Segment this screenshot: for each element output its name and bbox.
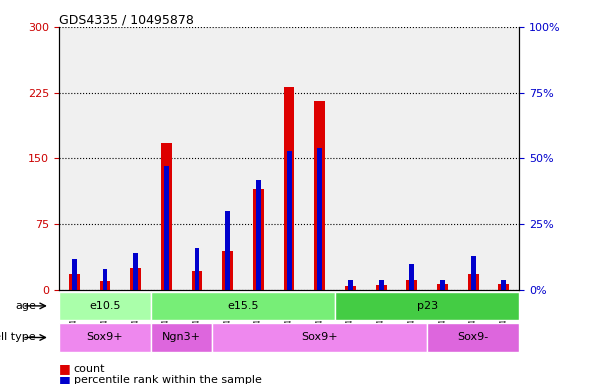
Bar — [468, 274, 478, 290]
Text: Sox9+: Sox9+ — [87, 333, 123, 343]
Bar — [130, 268, 141, 290]
Text: ■: ■ — [59, 362, 71, 375]
Bar — [409, 264, 414, 290]
Text: Ngn3+: Ngn3+ — [162, 333, 201, 343]
FancyBboxPatch shape — [335, 292, 519, 320]
Bar — [317, 148, 322, 290]
Text: e10.5: e10.5 — [89, 301, 121, 311]
Text: e15.5: e15.5 — [227, 301, 259, 311]
Bar — [225, 211, 230, 290]
Bar — [284, 86, 294, 290]
Bar — [348, 280, 353, 290]
FancyBboxPatch shape — [151, 323, 212, 352]
Text: Sox9-: Sox9- — [458, 333, 489, 343]
Text: GDS4335 / 10495878: GDS4335 / 10495878 — [59, 13, 194, 26]
Bar — [376, 285, 386, 290]
FancyBboxPatch shape — [59, 323, 151, 352]
Bar — [164, 166, 169, 290]
Bar — [133, 253, 138, 290]
FancyBboxPatch shape — [212, 323, 427, 352]
Bar — [471, 256, 476, 290]
Bar — [440, 280, 445, 290]
Text: cell type: cell type — [0, 333, 36, 343]
Text: percentile rank within the sample: percentile rank within the sample — [74, 375, 261, 384]
Bar — [192, 271, 202, 290]
Bar — [100, 281, 110, 290]
Bar — [222, 251, 233, 290]
Bar — [195, 248, 199, 290]
Text: age: age — [15, 301, 36, 311]
Bar — [345, 286, 356, 290]
Text: Sox9+: Sox9+ — [301, 333, 338, 343]
Bar — [256, 180, 261, 290]
Bar — [253, 189, 264, 290]
Bar — [407, 280, 417, 290]
FancyBboxPatch shape — [59, 292, 151, 320]
Bar — [287, 151, 291, 290]
Bar — [437, 284, 448, 290]
Bar — [161, 143, 172, 290]
Bar — [72, 258, 77, 290]
FancyBboxPatch shape — [427, 323, 519, 352]
Bar — [69, 274, 80, 290]
Text: ■: ■ — [59, 374, 71, 384]
Bar — [499, 284, 509, 290]
FancyBboxPatch shape — [151, 292, 335, 320]
Text: count: count — [74, 364, 105, 374]
Bar — [314, 101, 325, 290]
Bar — [502, 280, 506, 290]
Bar — [103, 269, 107, 290]
Text: p23: p23 — [417, 301, 438, 311]
Bar — [379, 280, 384, 290]
